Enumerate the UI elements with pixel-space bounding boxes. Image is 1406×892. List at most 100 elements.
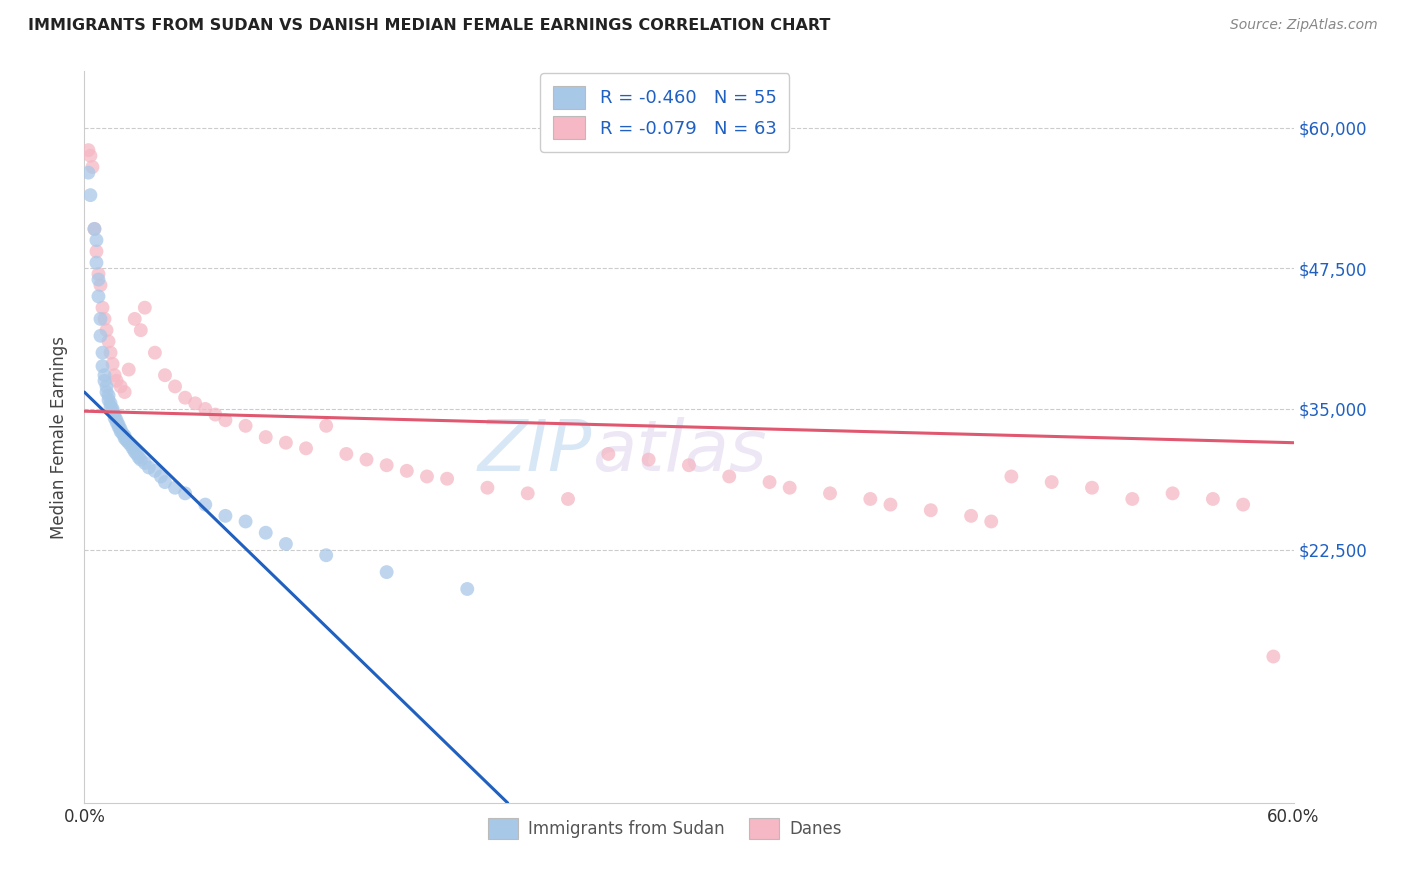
Point [97,392,120,407]
Point [456,582,478,596]
Point [1263,649,1285,664]
Point [153,475,176,489]
Point [1081,481,1104,495]
Point [779,481,801,495]
Point [174,391,197,405]
Point [335,447,357,461]
Point [105,416,128,430]
Text: Source: ZipAtlas.com: Source: ZipAtlas.com [1230,18,1378,32]
Y-axis label: Median Female Earnings: Median Female Earnings [51,335,69,539]
Point [114,385,136,400]
Point [859,491,882,506]
Point [96,379,118,393]
Point [87,267,110,281]
Point [97,388,120,402]
Point [91,301,114,315]
Point [89,278,111,293]
Point [107,417,129,432]
Point [204,408,226,422]
Point [93,368,115,383]
Point [138,460,160,475]
Point [110,425,132,439]
Point [134,456,156,470]
Point [1202,491,1225,506]
Point [274,537,297,551]
Text: atlas: atlas [592,417,766,486]
Point [100,400,122,414]
Point [124,312,146,326]
Point [118,362,141,376]
Legend: Immigrants from Sudan, Danes: Immigrants from Sudan, Danes [481,811,848,846]
Point [818,486,841,500]
Point [129,452,152,467]
Point [315,548,337,562]
Point [93,374,115,388]
Point [174,486,197,500]
Point [91,359,114,374]
Point [121,442,143,456]
Point [395,464,418,478]
Point [165,379,187,393]
Point [128,450,150,465]
Point [134,301,156,315]
Point [153,368,176,383]
Point [93,312,115,326]
Point [315,418,337,433]
Point [129,323,152,337]
Point [79,149,101,163]
Point [87,289,110,303]
Point [101,404,124,418]
Point [143,464,166,478]
Point [235,515,257,529]
Point [96,385,118,400]
Point [101,357,124,371]
Point [1121,491,1143,506]
Point [920,503,942,517]
Point [1040,475,1063,489]
Point [87,272,110,286]
Point [375,458,398,473]
Point [86,255,108,269]
Point [104,368,127,383]
Point [105,413,128,427]
Point [89,312,111,326]
Point [105,374,128,388]
Point [184,396,207,410]
Point [557,491,579,506]
Point [516,486,538,500]
Point [83,222,105,236]
Point [477,481,499,495]
Point [77,143,100,157]
Point [194,401,217,416]
Point [82,160,104,174]
Point [295,442,318,456]
Point [214,413,236,427]
Point [118,435,141,450]
Point [375,565,398,579]
Point [1000,469,1022,483]
Point [111,426,134,441]
Point [104,411,127,425]
Point [115,434,138,448]
Point [100,396,122,410]
Point [637,452,659,467]
Point [980,515,1002,529]
Point [86,244,108,259]
Text: IMMIGRANTS FROM SUDAN VS DANISH MEDIAN FEMALE EARNINGS CORRELATION CHART: IMMIGRANTS FROM SUDAN VS DANISH MEDIAN F… [28,18,831,33]
Point [879,498,901,512]
Point [758,475,780,489]
Point [124,444,146,458]
Point [83,222,105,236]
Point [254,430,277,444]
Point [114,431,136,445]
Point [143,345,166,359]
Point [77,166,100,180]
Point [194,498,217,512]
Point [274,435,297,450]
Point [79,188,101,202]
Point [89,328,111,343]
Point [718,469,741,483]
Text: ZIP: ZIP [478,417,592,486]
Point [125,447,148,461]
Point [97,334,120,349]
